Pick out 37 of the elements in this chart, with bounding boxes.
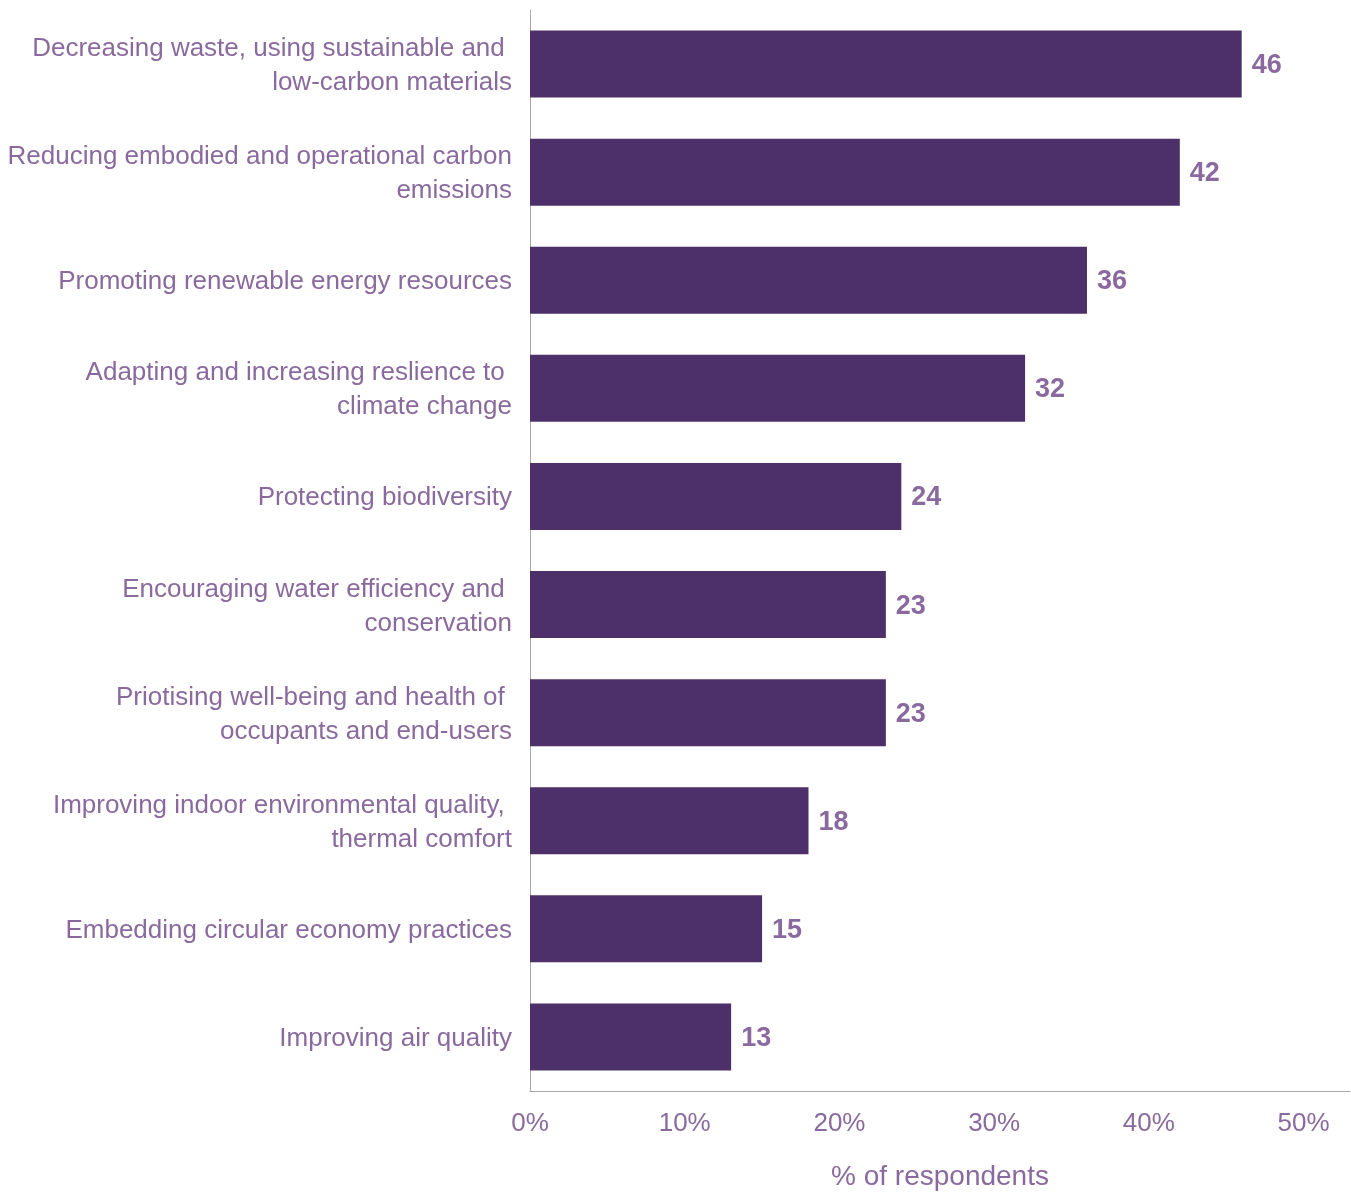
x-tick-label: 0% <box>511 1107 549 1137</box>
y-tick-label: Protecting biodiversity <box>257 481 512 512</box>
data-label: 23 <box>895 589 926 620</box>
x-tick-label: 20% <box>813 1107 866 1137</box>
data-label: 46 <box>1251 49 1282 80</box>
y-tick-label: Improving air quality <box>279 1021 512 1052</box>
y-tick-label: Priotising well-being and health of occupants and end-users <box>115 680 512 745</box>
bar <box>530 138 1180 206</box>
bar <box>530 895 763 963</box>
bar <box>530 679 886 747</box>
y-tick-label: Reducing embodied and operational carbon emissions <box>7 140 512 205</box>
x-tick-label: 10% <box>658 1107 711 1137</box>
x-tick-label: 50% <box>1277 1107 1330 1137</box>
data-label: 36 <box>1096 265 1128 296</box>
data-label: 32 <box>1035 373 1066 404</box>
x-tick-label: 30% <box>968 1107 1021 1137</box>
bar <box>530 571 886 639</box>
data-label: 23 <box>895 697 926 728</box>
y-tick-label: Improving indoor environmental quality, thermal comfort <box>52 788 513 853</box>
bar <box>530 462 902 530</box>
x-axis-title: % of respondents <box>831 1159 1049 1191</box>
data-label: 13 <box>741 1021 772 1052</box>
data-label: 15 <box>772 913 803 944</box>
data-label: 42 <box>1189 157 1220 188</box>
bar <box>530 1003 732 1071</box>
y-tick-label: Embedding circular economy practices <box>65 913 512 944</box>
data-label: 18 <box>818 805 849 836</box>
x-tick-label: 40% <box>1122 1107 1175 1137</box>
bar <box>530 354 1026 422</box>
y-tick-label: Adapting and increasing reslience to climate change <box>85 356 512 421</box>
bar <box>530 787 809 855</box>
y-tick-label: Decreasing waste, using sustainable and low-carbon materials <box>32 32 512 97</box>
y-tick-label: Encouraging water efficiency and conservation <box>122 572 512 637</box>
bar <box>530 246 1087 314</box>
bar <box>530 30 1242 98</box>
data-label: 24 <box>911 481 942 512</box>
y-tick-label: Promoting renewable energy resources <box>58 265 512 296</box>
